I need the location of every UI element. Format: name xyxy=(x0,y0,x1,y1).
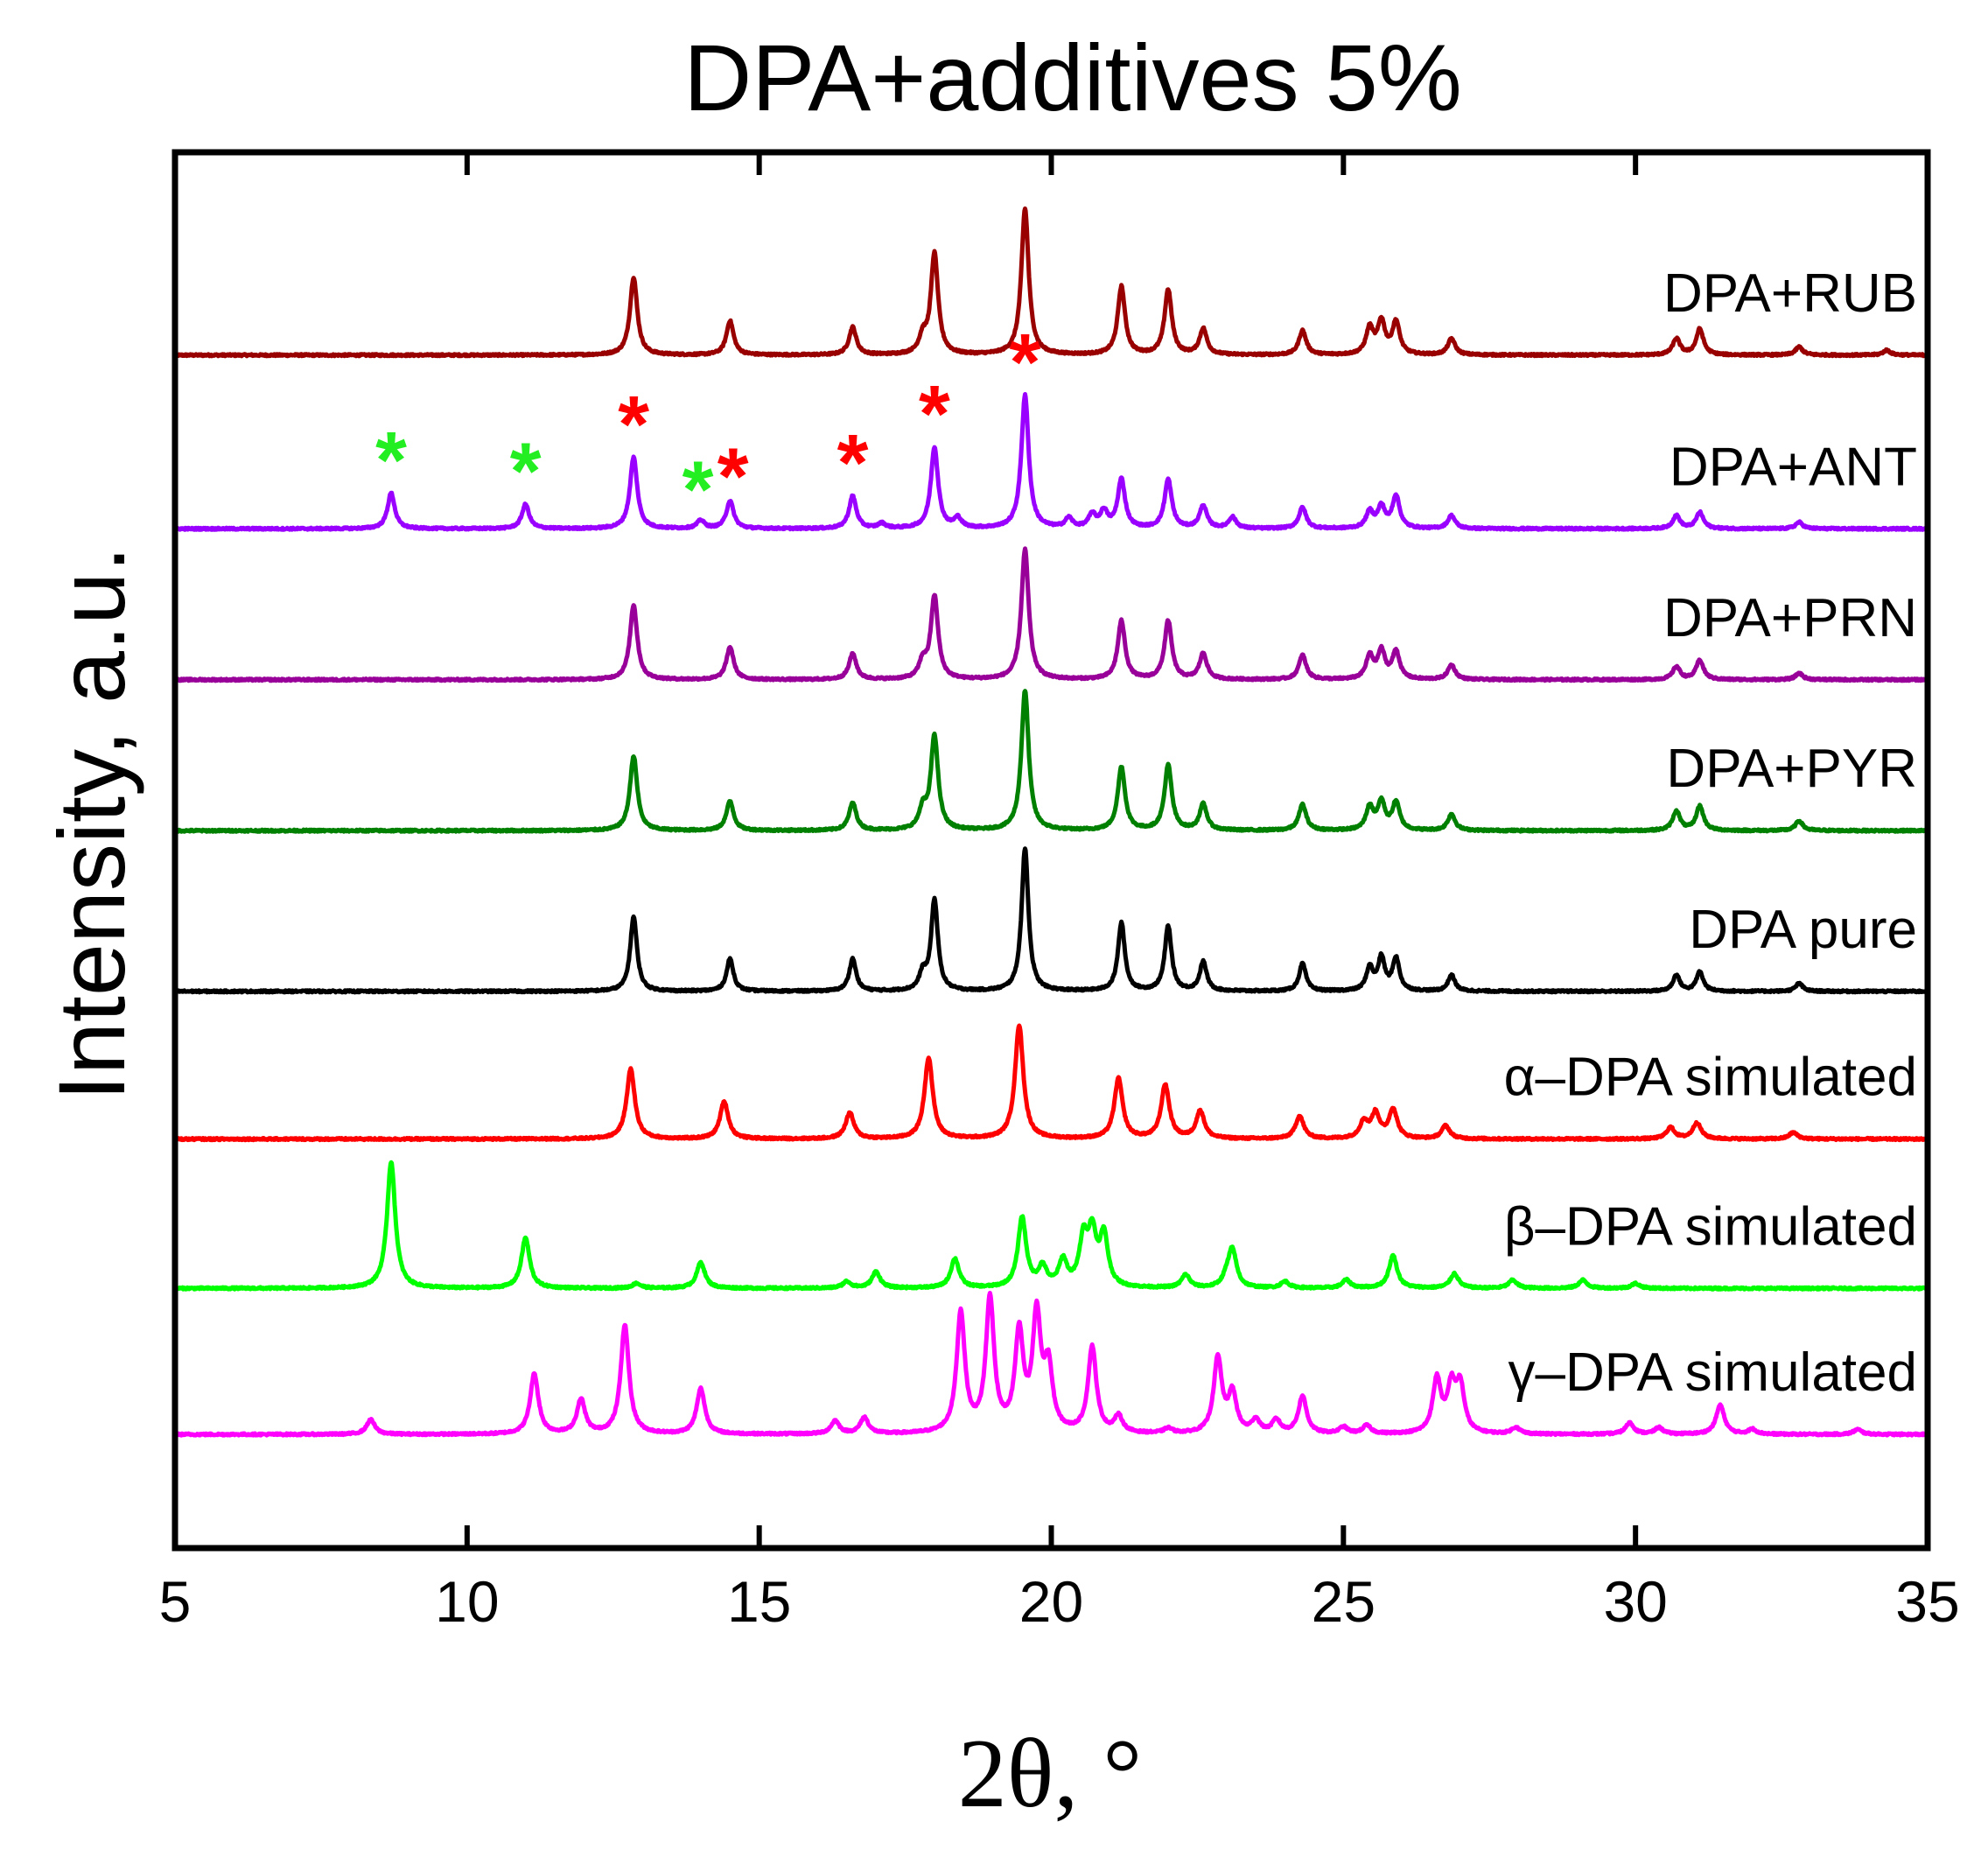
plot-frame xyxy=(172,149,1931,1552)
series-label-dpa-simulated: γ–DPA simulated xyxy=(1508,1342,1917,1403)
series-label-dpa-prn: DPA+PRN xyxy=(1663,588,1917,648)
y-axis-label: Intensity, a.u. xyxy=(38,546,144,1101)
trace-dpa-pyr xyxy=(173,689,1929,834)
peak-marker-6: * xyxy=(919,370,950,459)
x-axis-label: 2θ, ° xyxy=(958,1720,1142,1828)
peak-markers-group: * * *** *** xyxy=(375,318,1040,534)
series-label-dpa-pure: DPA pure xyxy=(1689,900,1917,960)
peak-marker-2: * xyxy=(682,445,714,535)
trace-dpa-rub xyxy=(173,206,1929,359)
trace-dpa-prn xyxy=(173,546,1930,683)
peak-marker-4: * xyxy=(718,432,749,522)
x-tick-label-25: 25 xyxy=(1312,1569,1376,1634)
peak-marker-1: * xyxy=(510,427,542,516)
x-tick-label-35: 35 xyxy=(1895,1569,1959,1634)
x-tick-label-30: 30 xyxy=(1603,1569,1667,1634)
series-label-dpa-ant: DPA+ANT xyxy=(1670,437,1917,497)
chart-title: DPA+additives 5% xyxy=(683,25,1461,130)
trace-dpa-simulated xyxy=(172,1023,1929,1143)
x-tick-label-5: 5 xyxy=(159,1569,192,1634)
traces-group xyxy=(172,206,1930,1438)
axes-group: 5 10 15 20 25 30 35 xyxy=(159,149,1960,1634)
series-label-dpa-simulated: α–DPA simulated xyxy=(1504,1048,1917,1108)
peak-marker-5: * xyxy=(837,419,869,508)
peak-marker-3: * xyxy=(618,380,649,469)
x-tick-label-10: 10 xyxy=(435,1569,499,1634)
trace-dpa-simulated xyxy=(173,1160,1929,1292)
trace-dpa-simulated xyxy=(173,1291,1929,1438)
trace-dpa-pure xyxy=(173,846,1929,995)
trace-dpa-ant xyxy=(173,392,1930,532)
series-labels-group: DPA+RUB DPA+ANT DPA+PRN DPA+PYR DPA pure α–DP… xyxy=(1504,263,1917,1403)
series-label-dpa-pyr: DPA+PYR xyxy=(1666,739,1917,799)
x-tick-label-20: 20 xyxy=(1019,1569,1083,1634)
peak-marker-0: * xyxy=(375,416,407,505)
series-label-dpa-rub: DPA+RUB xyxy=(1663,263,1917,324)
peak-marker-7: * xyxy=(1010,318,1041,407)
x-tick-label-15: 15 xyxy=(727,1569,791,1634)
series-label-dpa-simulated: β–DPA simulated xyxy=(1504,1196,1917,1257)
